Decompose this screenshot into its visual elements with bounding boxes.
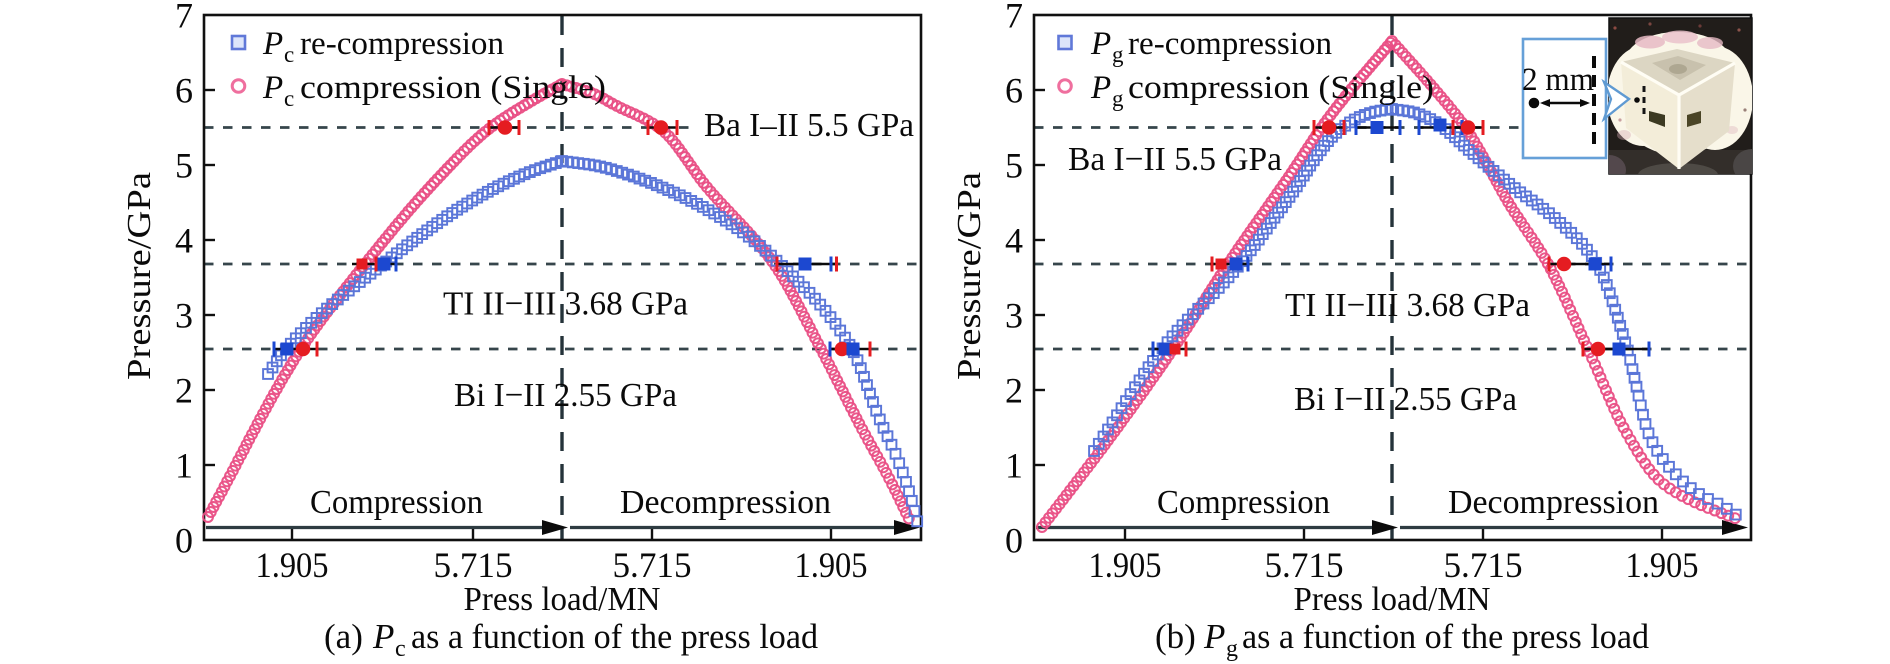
svg-text:Bi I−II 2.55 GPa: Bi I−II 2.55 GPa — [454, 377, 677, 414]
svg-text:1.905: 1.905 — [1089, 545, 1162, 585]
svg-text:5.715: 5.715 — [1444, 545, 1523, 585]
svg-text:5: 5 — [175, 146, 193, 186]
svg-text:Press load/MN: Press load/MN — [1294, 581, 1491, 618]
svg-text:Pressure/GPa: Pressure/GPa — [121, 172, 158, 380]
svg-text:P: P — [372, 617, 394, 656]
svg-text:5: 5 — [1005, 146, 1023, 186]
svg-text:Press load/MN: Press load/MN — [464, 581, 661, 618]
svg-text:1.905: 1.905 — [1626, 545, 1699, 585]
svg-text:P: P — [262, 26, 283, 62]
svg-text:1.905: 1.905 — [795, 545, 868, 585]
svg-text:as a function of the press loa: as a function of the press load — [411, 617, 818, 656]
svg-text:re-compression: re-compression — [1128, 26, 1332, 62]
svg-text:TI II−III 3.68 GPa: TI II−III 3.68 GPa — [1285, 287, 1530, 324]
svg-text:3: 3 — [1005, 296, 1023, 336]
svg-text:(b): (b) — [1155, 617, 1196, 656]
svg-text:c: c — [284, 42, 294, 67]
svg-text:compression (Single): compression (Single) — [1128, 70, 1434, 106]
svg-text:re-compression: re-compression — [300, 26, 504, 62]
svg-text:Pressure/GPa: Pressure/GPa — [951, 172, 988, 380]
svg-text:c: c — [284, 86, 294, 111]
svg-text:P: P — [1203, 617, 1225, 656]
svg-text:P: P — [1090, 26, 1111, 62]
svg-text:4: 4 — [175, 221, 193, 261]
svg-text:compression (Single): compression (Single) — [300, 70, 606, 106]
svg-text:5.715: 5.715 — [434, 545, 513, 585]
svg-text:7: 7 — [1005, 0, 1023, 36]
svg-text:Decompression: Decompression — [620, 484, 831, 521]
svg-text:4: 4 — [1005, 221, 1023, 261]
svg-text:6: 6 — [175, 71, 193, 111]
svg-text:Bi I−II 2.55 GPa: Bi I−II 2.55 GPa — [1294, 381, 1517, 418]
svg-text:2: 2 — [1005, 371, 1023, 411]
svg-text:Ba I–II 5.5 GPa: Ba I–II 5.5 GPa — [704, 107, 914, 144]
svg-text:0: 0 — [175, 521, 193, 561]
svg-text:3: 3 — [175, 296, 193, 336]
svg-text:g: g — [1226, 636, 1238, 662]
svg-text:6: 6 — [1005, 71, 1023, 111]
svg-text:1: 1 — [1005, 446, 1023, 486]
svg-text:P: P — [262, 70, 283, 106]
svg-text:P: P — [1090, 70, 1111, 106]
svg-text:(a): (a) — [324, 617, 363, 656]
svg-text:Compression: Compression — [310, 484, 483, 521]
svg-text:TI II−III 3.68 GPa: TI II−III 3.68 GPa — [443, 286, 688, 323]
svg-text:2: 2 — [175, 371, 193, 411]
svg-text:7: 7 — [175, 0, 193, 36]
svg-text:1: 1 — [175, 446, 193, 486]
svg-text:g: g — [1112, 86, 1124, 111]
svg-text:as a function of the press loa: as a function of the press load — [1242, 617, 1649, 656]
svg-text:0: 0 — [1005, 521, 1023, 561]
svg-text:5.715: 5.715 — [613, 545, 692, 585]
svg-text:5.715: 5.715 — [1265, 545, 1344, 585]
svg-text:Ba I−II 5.5 GPa: Ba I−II 5.5 GPa — [1068, 141, 1282, 178]
svg-text:c: c — [395, 636, 406, 662]
svg-text:2 mm: 2 mm — [1522, 62, 1594, 98]
svg-text:Compression: Compression — [1157, 484, 1330, 521]
svg-text:g: g — [1112, 42, 1124, 67]
svg-text:1.905: 1.905 — [256, 545, 329, 585]
svg-text:Decompression: Decompression — [1448, 484, 1659, 521]
